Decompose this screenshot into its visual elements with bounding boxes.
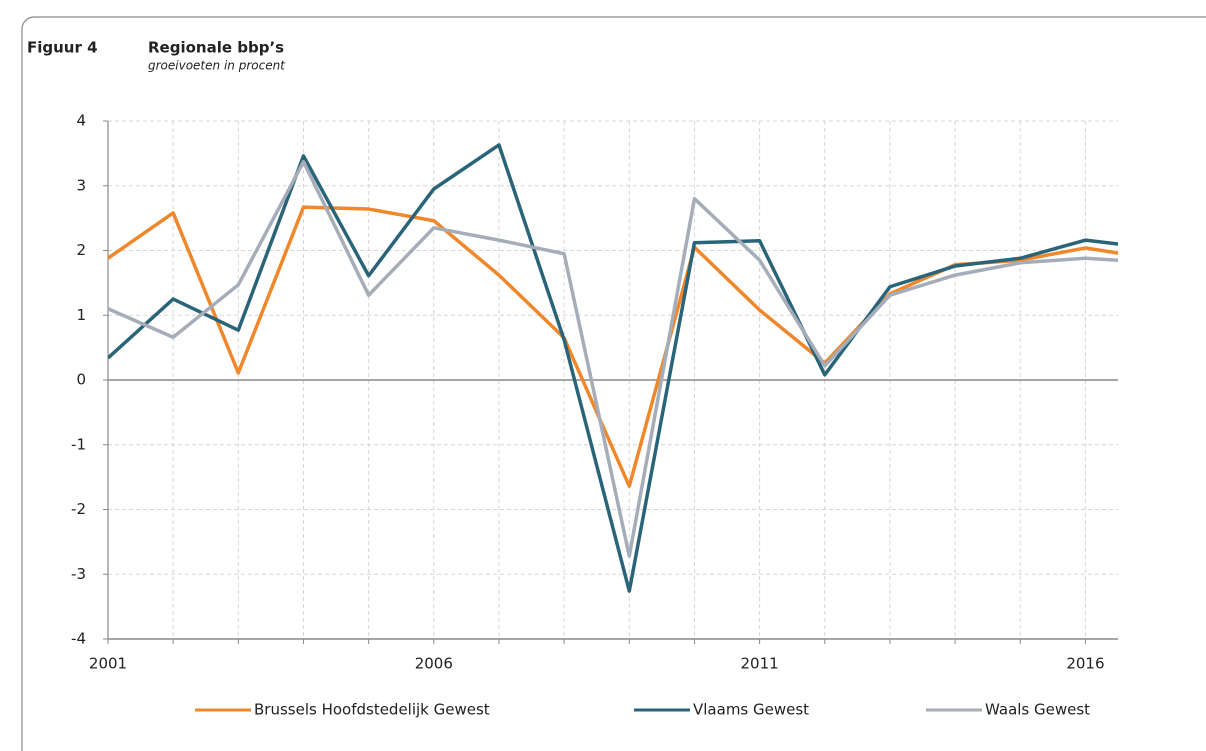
x-tick-label: 2006 xyxy=(415,655,453,673)
grid xyxy=(103,120,1118,644)
y-tick-label: 2 xyxy=(76,241,86,259)
y-tick-label: -4 xyxy=(71,630,86,648)
y-tick-label: 3 xyxy=(76,176,86,194)
figure-label: Figuur 4 xyxy=(27,39,98,57)
chart-title: Regionale bbp’s xyxy=(148,39,284,57)
legend-label: Brussels Hoofdstedelijk Gewest xyxy=(254,701,490,719)
legend-label: Waals Gewest xyxy=(985,701,1090,719)
plot-area xyxy=(108,143,1118,593)
y-tick-label: -1 xyxy=(71,435,86,453)
frame xyxy=(21,16,1206,751)
chart-subtitle: groeivoeten in procent xyxy=(148,59,286,73)
y-tick-label: -2 xyxy=(71,500,86,518)
legend-label: Vlaams Gewest xyxy=(693,701,809,719)
series-line xyxy=(108,160,1118,558)
y-tick-label: 4 xyxy=(76,112,86,130)
y-tick-label: -3 xyxy=(71,565,86,583)
y-tick-label: 1 xyxy=(76,306,86,324)
x-tick-label: 2011 xyxy=(741,655,779,673)
series-line xyxy=(108,143,1118,593)
x-tick-label: 2016 xyxy=(1066,655,1104,673)
x-tick-label: 2001 xyxy=(89,655,127,673)
y-tick-label: 0 xyxy=(76,371,86,389)
